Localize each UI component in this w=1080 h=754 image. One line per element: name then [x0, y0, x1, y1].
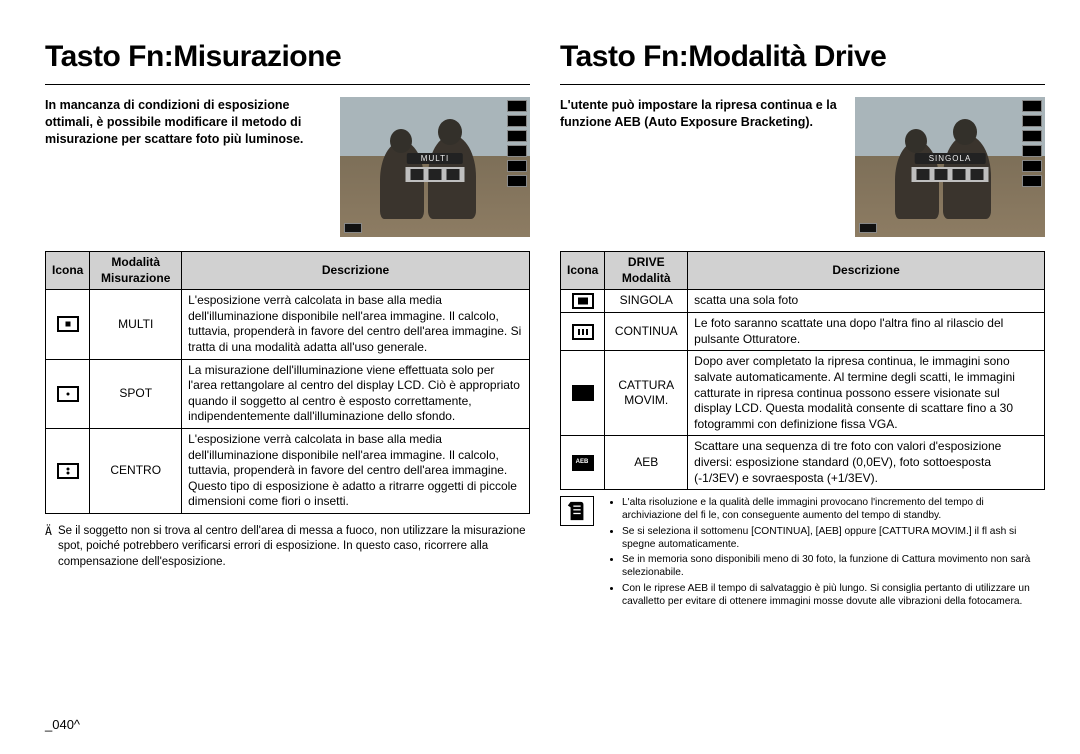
lcd-icon-bar	[912, 167, 989, 182]
left-footnote: Ä Se il soggetto non si trova al centro …	[45, 524, 530, 571]
table-row: MULTI L'esposizione verrà calcolata in b…	[46, 290, 530, 359]
spot-icon	[57, 386, 79, 402]
table-row: SPOT La misurazione dell'illuminazione v…	[46, 359, 530, 428]
right-intro: L'utente può impostare la ripresa contin…	[560, 97, 843, 131]
metering-table: Icona Modalità Misurazione Descrizione M…	[45, 251, 530, 514]
table-row: CATTURA MOVIM. Dopo aver completato la r…	[561, 351, 1045, 436]
th-desc: Descrizione	[688, 252, 1045, 290]
table-row: SINGOLA scatta una sola foto	[561, 290, 1045, 313]
multi-icon	[57, 316, 79, 332]
table-row: AEB AEB Scattare una sequenza di tre fot…	[561, 436, 1045, 490]
table-row: CENTRO L'esposizione verrà calcolata in …	[46, 428, 530, 513]
drive-table: Icona DRIVE Modalità Descrizione SINGOLA…	[560, 251, 1045, 490]
note-item: Se in memoria sono disponibili meno di 3…	[622, 553, 1045, 580]
table-row: CONTINUA Le foto saranno scattate una do…	[561, 313, 1045, 351]
note-block: L'alta risoluzione e la qualità delle im…	[560, 496, 1045, 610]
single-icon	[572, 293, 594, 309]
th-icon: Icona	[561, 252, 605, 290]
lcd-mode-label: MULTI	[407, 153, 463, 164]
left-column: Tasto Fn:Misurazione In mancanza di cond…	[45, 40, 530, 610]
note-item: Se si seleziona il sottomenu [CONTINUA],…	[622, 525, 1045, 552]
continuous-icon	[572, 324, 594, 340]
left-title: Tasto Fn:Misurazione	[45, 40, 530, 74]
lcd-preview-right: SINGOLA	[855, 97, 1045, 237]
note-icon	[560, 496, 594, 526]
note-list: L'alta risoluzione e la qualità delle im…	[606, 496, 1045, 610]
page-number: _040^	[45, 717, 80, 732]
right-column: Tasto Fn:Modalità Drive L'utente può imp…	[560, 40, 1045, 610]
th-desc: Descrizione	[182, 252, 530, 290]
lcd-preview-left: MULTI	[340, 97, 530, 237]
lcd-icon-bar	[406, 167, 465, 182]
aeb-icon: AEB	[572, 455, 594, 471]
divider	[45, 84, 530, 85]
th-icon: Icona	[46, 252, 90, 290]
th-mode: Modalità Misurazione	[90, 252, 182, 290]
right-title: Tasto Fn:Modalità Drive	[560, 40, 1045, 74]
note-item: Con le riprese AEB il tempo di salvatagg…	[622, 582, 1045, 609]
center-icon	[57, 463, 79, 479]
lcd-mode-label: SINGOLA	[915, 153, 986, 164]
th-mode: DRIVE Modalità	[605, 252, 688, 290]
divider	[560, 84, 1045, 85]
left-intro: In mancanza di condizioni di esposizione…	[45, 97, 328, 148]
note-item: L'alta risoluzione e la qualità delle im…	[622, 496, 1045, 523]
motion-capture-icon	[572, 385, 594, 401]
